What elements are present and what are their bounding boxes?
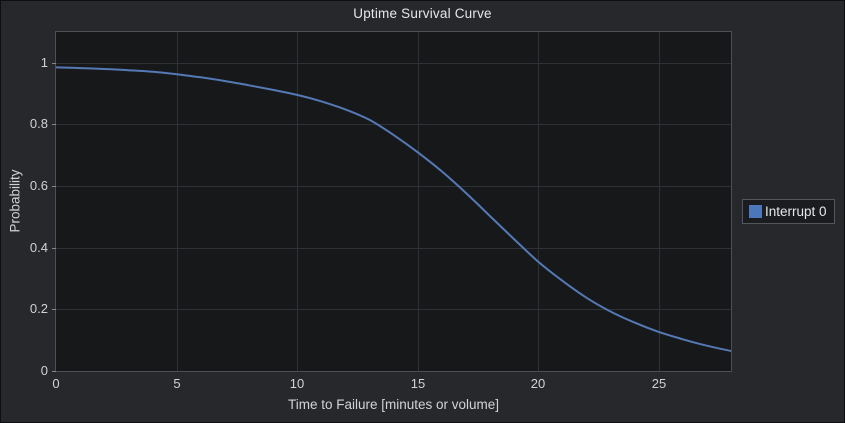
y-tick-mark <box>52 371 56 372</box>
x-tick-label: 5 <box>173 376 181 391</box>
gridline-y <box>56 63 731 64</box>
x-tick-label: 20 <box>530 376 546 391</box>
y-tick-label: 0.8 <box>29 116 48 131</box>
gridline-y <box>56 248 731 249</box>
y-tick-label: 0.2 <box>29 301 48 316</box>
gridline-y <box>56 309 731 310</box>
x-tick-label: 10 <box>289 376 305 391</box>
chart-title: Uptime Survival Curve <box>353 6 492 21</box>
x-tick-label: 25 <box>651 376 667 391</box>
x-axis-label: Time to Failure [minutes or volume] <box>287 397 500 412</box>
x-tick-label: 15 <box>410 376 426 391</box>
survival-curve-line <box>56 66 731 352</box>
y-tick-mark <box>52 309 56 310</box>
x-tick-label: 0 <box>52 376 60 391</box>
legend-item-interrupt-0[interactable]: Interrupt 0 <box>742 199 835 224</box>
y-tick-mark <box>52 186 56 187</box>
plot-area[interactable] <box>56 32 731 371</box>
y-tick-label: 0.4 <box>29 240 48 255</box>
gridline-x <box>297 32 298 371</box>
gridline-x <box>177 32 178 371</box>
legend-swatch-icon <box>749 205 762 218</box>
y-tick-mark <box>52 63 56 64</box>
y-tick-mark <box>52 248 56 249</box>
y-tick-mark <box>52 124 56 125</box>
legend-label: Interrupt 0 <box>765 204 827 219</box>
gridline-x <box>418 32 419 371</box>
y-tick-label: 0.6 <box>29 178 48 193</box>
y-tick-label: 0 <box>40 363 48 378</box>
gridline-y <box>56 124 731 125</box>
gridline-x <box>538 32 539 371</box>
gridline-x <box>659 32 660 371</box>
gridline-y <box>56 186 731 187</box>
survival-curve <box>56 66 731 352</box>
y-tick-label: 1 <box>40 55 48 70</box>
